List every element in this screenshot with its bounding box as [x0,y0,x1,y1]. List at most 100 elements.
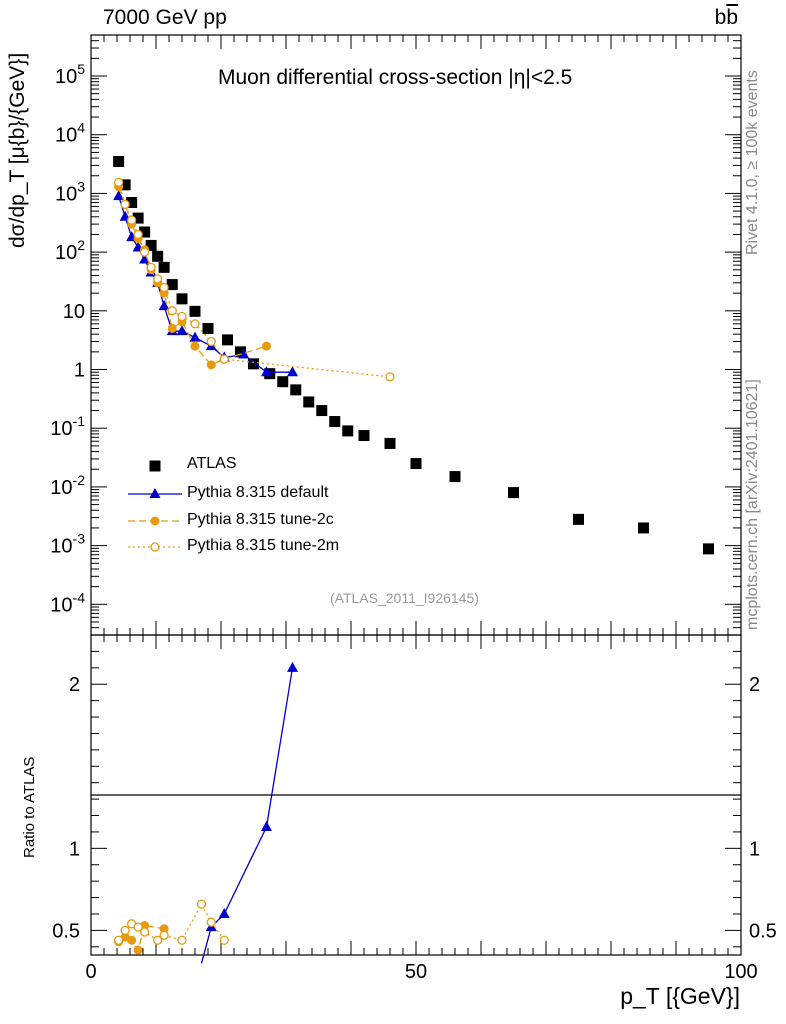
data-point-atlas [277,376,289,388]
data-point-atlas [573,513,584,525]
y-tick-label: 1 [74,360,85,382]
ratio-point-tune2m [219,935,229,945]
data-point-tune2c [206,360,216,370]
ratio-tick-label: 0.5 [52,920,80,942]
y-tick-label: 105 [55,61,85,88]
data-point-tune2m [190,319,200,329]
data-point-tune2c [262,341,271,351]
ratio-tick-label: 1 [69,838,80,860]
data-point-default [158,300,170,311]
data-point-atlas [202,322,214,334]
data-point-tune2m [219,354,229,364]
data-point-default [176,325,188,336]
data-point-tune2m [159,282,169,293]
data-point-atlas [132,212,144,224]
ratio-tick-label: 1 [749,838,760,860]
b-quark-label: b [714,6,727,29]
data-point-atlas [166,279,178,291]
series-layer [113,155,714,555]
data-point-atlas [145,239,157,251]
data-point-tune2m [139,247,150,257]
data-point-default [113,190,125,201]
data-point-tune2m [146,262,156,273]
data-point-atlas [113,155,125,167]
data-point-tune2m [133,229,143,240]
ratio-tick-label: 2 [749,674,760,696]
data-point-atlas [248,358,259,370]
legend-marker-tune2m [150,542,160,552]
data-point-tune2c [190,341,200,351]
y-tick-label: 102 [55,237,85,264]
y-tick-label: 10 [63,301,85,323]
data-point-tune2m [152,274,163,284]
data-point-tune2m [385,372,395,382]
ratio-point-tune2m [196,899,207,909]
data-point-atlas [358,430,370,442]
y-tick-label: 104 [55,120,85,147]
ratio-point-tune2m [133,922,143,932]
data-point-atlas [303,396,315,408]
series-line-default [118,195,293,373]
ratio-point-tune2m [206,917,216,927]
data-point-atlas [158,261,170,273]
data-point-atlas [410,458,422,470]
data-point-atlas [176,293,188,305]
header-process-label: bb [715,6,738,30]
legend [128,460,182,552]
data-point-default [189,331,201,342]
data-point-atlas [235,346,246,358]
ratio-point-default [218,907,230,918]
x-tick-label: 0 [85,961,96,983]
data-point-atlas [329,416,341,428]
data-point-atlas [126,197,138,209]
ratio-point-tune2c [133,945,143,955]
legend-label-tune2m: Pythia 8.315 tune-2m [187,537,340,554]
y-tick-label: 10-3 [50,531,85,558]
data-point-atlas [152,250,164,262]
ratio-point-default [287,661,298,672]
data-point-tune2m [113,177,124,187]
legend-marker-default [149,488,161,498]
ratio-point-tune2m [177,935,187,945]
legend-label-default: Pythia 8.315 default [187,484,329,501]
ratio-point-tune2c [159,924,169,934]
ratio-point-default [261,821,272,831]
data-point-atlas [222,334,233,346]
data-point-atlas [316,405,328,417]
ratio-point-tune2m [159,930,169,940]
ratio-tick-label: 2 [69,674,80,696]
data-point-default [287,366,298,377]
axis-ticks [90,34,742,955]
data-point-tune2m [120,199,130,210]
data-point-atlas [290,384,302,396]
data-point-tune2m [167,306,177,316]
y-tick-label: 10-2 [50,472,85,499]
ratio-point-tune2m [113,935,124,945]
ratio-point-tune2m [152,935,163,945]
data-point-default [238,348,250,359]
data-point-atlas [189,305,201,317]
b-antiquark-label: b [726,6,738,29]
ratio-point-tune2m [120,925,130,936]
data-point-default [139,253,151,264]
y-tick-label: 103 [55,178,85,205]
analysis-tag: (ATLAS_2011_I926145) [330,590,479,606]
x-axis-label: p_T [{GeV}] [620,983,740,1009]
ratio-layer [113,661,298,964]
ratio-point-tune2c [127,935,137,945]
chart-title: Muon differential cross-section |η|<2.5 [218,66,573,89]
data-point-atlas [638,522,649,534]
data-point-tune2c [167,323,177,333]
legend-label-atlas: ATLAS [187,455,237,472]
legend-label-tune2c: Pythia 8.315 tune-2c [187,511,334,528]
data-point-tune2m [206,336,216,347]
header-collision-label: 7000 GeV pp [103,6,227,29]
data-point-tune2m [126,215,137,225]
data-point-atlas [508,487,519,499]
ratio-line-default [200,667,294,964]
data-point-atlas [449,471,461,483]
data-point-atlas [119,179,131,191]
x-tick-label: 50 [405,961,427,983]
ratio-tick-label: 0.5 [749,920,777,942]
legend-marker-tune2c [150,516,160,526]
